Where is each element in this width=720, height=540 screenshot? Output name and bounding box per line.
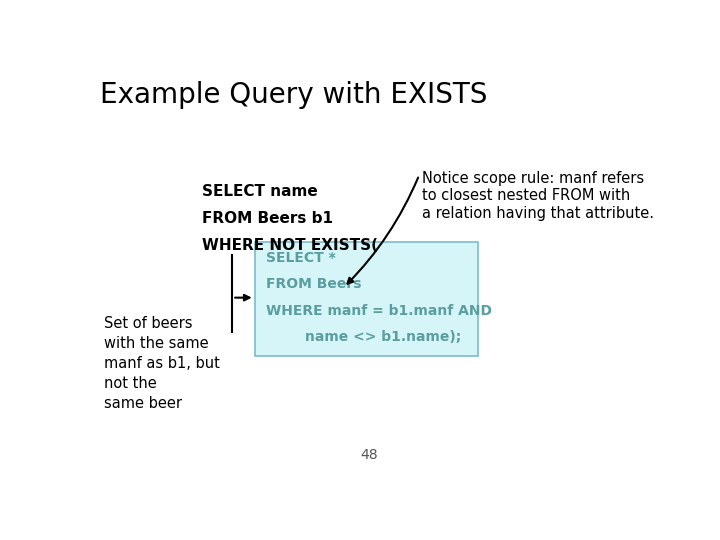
Text: Set of beers
with the same
manf as b1, but
not the
same beer: Set of beers with the same manf as b1, b… xyxy=(104,316,220,410)
Text: WHERE NOT EXISTS(: WHERE NOT EXISTS( xyxy=(202,238,377,253)
Text: SELECT *: SELECT * xyxy=(266,251,336,265)
Text: WHERE manf = b1.manf AND: WHERE manf = b1.manf AND xyxy=(266,303,492,318)
Bar xyxy=(255,241,478,356)
Text: Example Query with EXISTS: Example Query with EXISTS xyxy=(100,82,487,110)
Text: 48: 48 xyxy=(360,448,378,462)
Text: name <> b1.name);: name <> b1.name); xyxy=(266,330,461,344)
Text: FROM Beers: FROM Beers xyxy=(266,278,361,292)
Text: Notice scope rule: manf refers
to closest nested FROM with
a relation having tha: Notice scope rule: manf refers to closes… xyxy=(422,171,654,221)
Text: FROM Beers b1: FROM Beers b1 xyxy=(202,211,333,226)
Text: SELECT name: SELECT name xyxy=(202,184,318,199)
